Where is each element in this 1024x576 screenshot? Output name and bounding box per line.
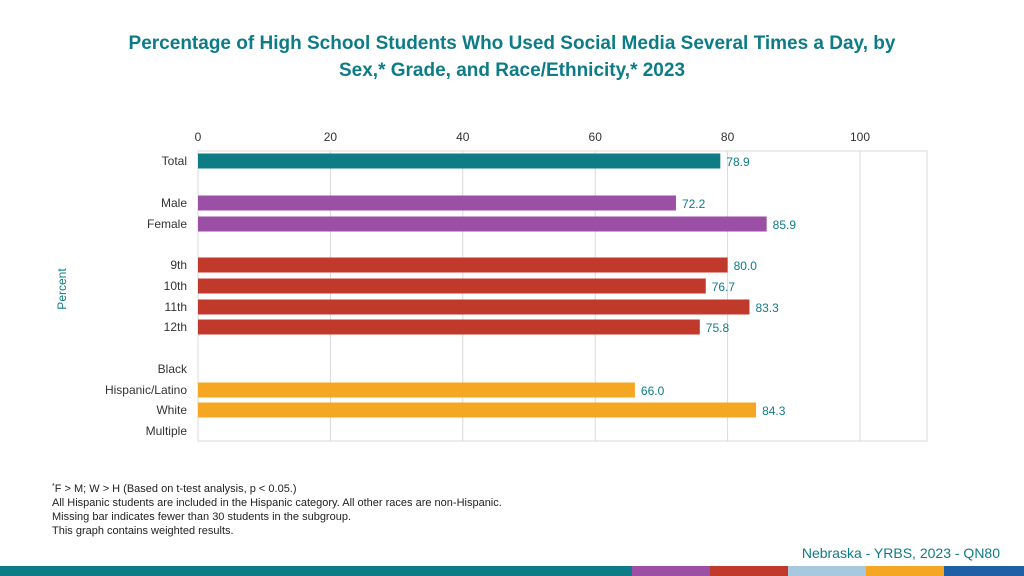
- footnote-significance-text: F > M; W > H (Based on t-test analysis, …: [54, 483, 297, 495]
- bar: [198, 216, 767, 232]
- x-tick-label: 60: [589, 130, 603, 144]
- footnotes: *F > M; W > H (Based on t-test analysis,…: [52, 480, 752, 538]
- source-label: Nebraska - YRBS, 2023 - QN80: [801, 545, 1000, 561]
- footnote-weighted: This graph contains weighted results.: [52, 525, 234, 537]
- bar: [198, 299, 750, 315]
- chart-title-line-2: Sex,* Grade, and Race/Ethnicity,* 2023: [338, 60, 686, 81]
- bar: [198, 319, 700, 335]
- footer-color-segment: [944, 566, 1024, 576]
- bar-value-label: 85.9: [773, 218, 797, 232]
- bar-chart: 0 20 40 60 80 100 Percent Total 78.9 Male 72.2 Fema…: [55, 130, 928, 442]
- x-tick-label: 40: [456, 130, 470, 144]
- x-tick-label: 80: [721, 130, 735, 144]
- x-tick-label: 0: [195, 130, 202, 144]
- bar-value-label: 84.3: [762, 404, 786, 418]
- bar-value-label: 78.9: [726, 155, 750, 169]
- bar: [198, 382, 635, 398]
- bar: [198, 402, 757, 418]
- chart-title-line-1: Percentage of High School Students Who U…: [128, 33, 896, 54]
- category-label: Total: [162, 154, 187, 168]
- bar: [198, 278, 706, 294]
- footer-color-segment: [788, 566, 866, 576]
- bar: [198, 153, 721, 169]
- footnote-significance: *F > M; W > H (Based on t-test analysis,…: [52, 480, 752, 496]
- category-label: 9th: [170, 258, 187, 272]
- bar: [198, 195, 676, 211]
- bar-value-label: 72.2: [682, 197, 706, 211]
- category-label: 12th: [164, 320, 187, 334]
- category-label: Hispanic/Latino: [105, 383, 187, 397]
- footnote-hispanic: All Hispanic students are included in th…: [52, 497, 502, 509]
- footer-color-segment: [0, 566, 632, 576]
- category-label: Multiple: [146, 424, 188, 438]
- category-label: 10th: [164, 279, 187, 293]
- footer-color-segment: [632, 566, 710, 576]
- bar-value-label: 83.3: [755, 301, 779, 315]
- bar-value-label: 76.7: [712, 280, 736, 294]
- chart-title: Percentage of High School Students Who U…: [40, 30, 984, 84]
- category-label: Male: [161, 196, 187, 210]
- x-tick-label: 20: [324, 130, 338, 144]
- plot-frame: [197, 150, 928, 442]
- category-label: Black: [158, 362, 188, 376]
- y-axis-title: Percent: [55, 268, 69, 310]
- category-label: White: [156, 403, 187, 417]
- bar-value-label: 75.8: [706, 321, 730, 335]
- category-label: Female: [147, 217, 187, 231]
- footer-color-segment: [866, 566, 944, 576]
- footer-color-bar: [0, 566, 1024, 576]
- bar-value-label: 66.0: [641, 384, 665, 398]
- bar-value-label: 80.0: [734, 259, 758, 273]
- category-label: 11th: [165, 300, 187, 314]
- x-tick-label: 100: [850, 130, 870, 144]
- footer-color-segment: [710, 566, 788, 576]
- footnote-asterisk: *: [52, 483, 55, 490]
- bar: [198, 257, 728, 273]
- footnote-missing-bar: Missing bar indicates fewer than 30 stud…: [52, 511, 352, 523]
